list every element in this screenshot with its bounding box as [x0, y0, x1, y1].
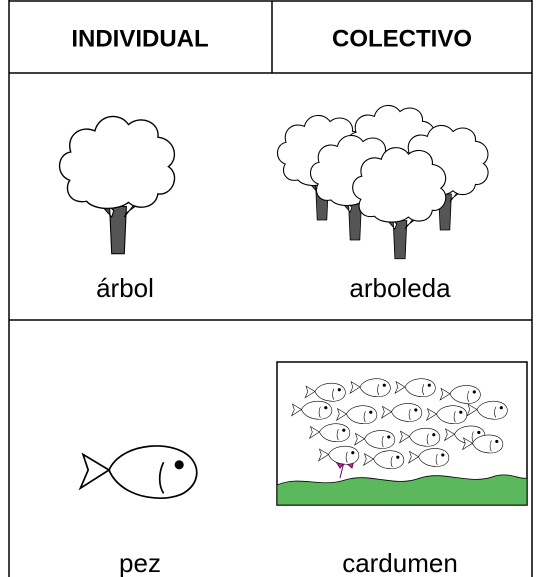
fish-icon [79, 445, 198, 500]
cell-text: arboleda [349, 273, 451, 303]
cell-text: cardumen [342, 548, 458, 577]
school-icon [276, 361, 528, 506]
cell-text: pez [119, 548, 161, 577]
table-grid [8, 0, 533, 577]
grove-icon [276, 104, 489, 260]
cell-text: árbol [96, 273, 154, 303]
tree-icon [58, 115, 176, 255]
header-individual: INDIVIDUAL [71, 25, 208, 52]
header-colectivo: COLECTIVO [332, 25, 472, 52]
